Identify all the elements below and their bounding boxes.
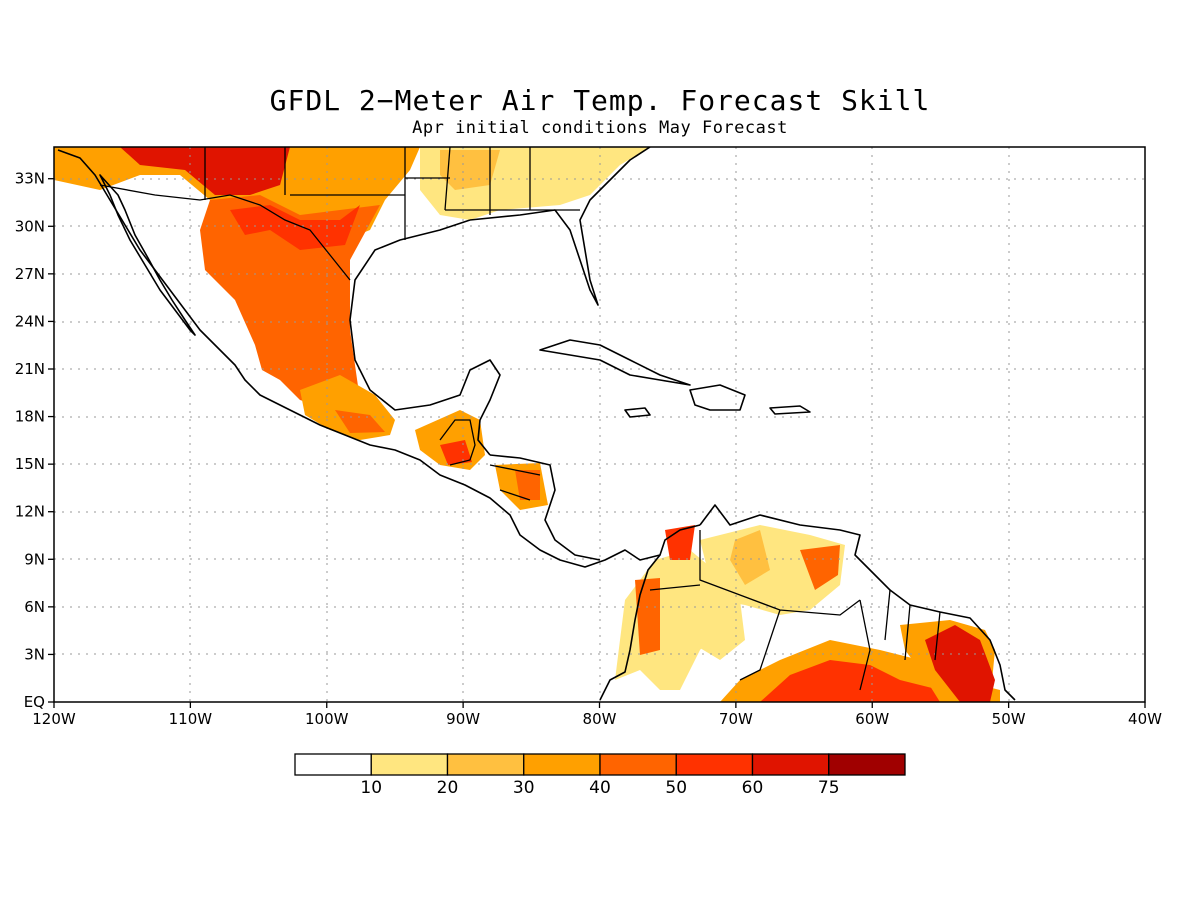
cuba bbox=[539, 339, 691, 386]
south-america-pacific-coast bbox=[599, 554, 661, 701]
skill-field-venezuela-east bbox=[800, 545, 840, 590]
gulf-of-mexico-west-coast bbox=[349, 219, 501, 456]
central-america-east-coast bbox=[489, 454, 601, 561]
south-america-borders bbox=[649, 530, 941, 691]
page-title: GFDL 2−Meter Air Temp. Forecast Skill bbox=[269, 84, 931, 117]
x-tick-label: 110W bbox=[169, 710, 213, 728]
coastlines bbox=[57, 147, 1016, 701]
skill-field-southern-mexico-core bbox=[335, 410, 385, 433]
graticule bbox=[54, 147, 1145, 702]
skill-field-central-mexico-core bbox=[230, 205, 360, 250]
y-tick-label: 21N bbox=[15, 360, 45, 378]
y-tick-label: 15N bbox=[15, 455, 45, 473]
skill-field-nicaragua-core bbox=[515, 470, 540, 500]
y-tick-label: 30N bbox=[15, 217, 45, 235]
x-tick-label: 120W bbox=[32, 710, 76, 728]
puerto-rico bbox=[769, 405, 811, 415]
skill-field-texas-mexico bbox=[200, 195, 380, 410]
colorbar-label: 75 bbox=[818, 778, 840, 798]
y-tick-label: 33N bbox=[15, 170, 45, 188]
colorbar-label: 30 bbox=[513, 778, 535, 798]
colorbar-swatch bbox=[294, 753, 372, 776]
x-tick-label: 100W bbox=[305, 710, 349, 728]
skill-shading bbox=[54, 147, 1000, 702]
baja-california bbox=[99, 174, 196, 336]
axes: 120W 110W 100W 90W 80W 70W 60W 50W 40W EQ 3N 6N 9N 12… bbox=[15, 170, 1162, 728]
y-tick-label: 3N bbox=[24, 645, 45, 663]
y-tick-label: 24N bbox=[15, 312, 45, 330]
us-gulf-coast bbox=[469, 147, 651, 306]
borders bbox=[99, 147, 941, 691]
jamaica bbox=[624, 407, 651, 418]
x-tick-label: 80W bbox=[583, 710, 617, 728]
x-tick-label: 50W bbox=[992, 710, 1026, 728]
y-tick-label: 18N bbox=[15, 408, 45, 426]
skill-field-guyana bbox=[695, 600, 745, 660]
hispaniola bbox=[689, 384, 746, 411]
y-tick-label: 27N bbox=[15, 265, 45, 283]
skill-field-guatemala-core bbox=[440, 440, 472, 465]
colorbar-label: 20 bbox=[437, 778, 459, 798]
x-tick-label: 70W bbox=[719, 710, 753, 728]
colorbar-swatch bbox=[446, 753, 525, 776]
x-tick-label: 60W bbox=[855, 710, 889, 728]
y-tick-label: 6N bbox=[24, 598, 45, 616]
colorbar-swatch bbox=[828, 753, 906, 776]
colorbar-swatch bbox=[599, 753, 677, 776]
colorbar-label: 10 bbox=[360, 778, 382, 798]
mainland-coastline bbox=[57, 149, 701, 568]
colorbar-swatch bbox=[523, 753, 601, 776]
guatemala-border bbox=[439, 419, 476, 466]
y-tick-label: 12N bbox=[15, 503, 45, 521]
y-tick-label: 9N bbox=[24, 550, 45, 568]
colorbar-swatch bbox=[751, 753, 830, 776]
colorbar-label: 50 bbox=[665, 778, 687, 798]
colorbar-swatch bbox=[370, 753, 449, 776]
skill-field-amapa-core bbox=[925, 625, 995, 702]
colorbar-label: 60 bbox=[742, 778, 764, 798]
skill-field-southeast-us-mid bbox=[440, 150, 500, 190]
skill-field-amazon-core bbox=[760, 660, 960, 702]
x-tick-label: 40W bbox=[1128, 710, 1162, 728]
south-america-north-coast bbox=[699, 504, 1016, 701]
colorbar-swatch bbox=[675, 753, 754, 776]
central-america-borders bbox=[489, 464, 541, 501]
y-tick-label: EQ bbox=[24, 693, 45, 711]
skill-field-colombia-coast bbox=[635, 578, 660, 655]
colorbar-label: 40 bbox=[589, 778, 611, 798]
skill-field-venezuela-core bbox=[730, 530, 770, 585]
us-mexico-border bbox=[99, 184, 351, 281]
us-state-borders bbox=[204, 147, 580, 240]
colorbar: 10 20 30 40 50 60 75 bbox=[294, 753, 906, 798]
x-tick-label: 90W bbox=[446, 710, 480, 728]
page-subtitle: Apr initial conditions May Forecast bbox=[412, 118, 788, 138]
skill-field-colombia-north bbox=[665, 525, 695, 560]
